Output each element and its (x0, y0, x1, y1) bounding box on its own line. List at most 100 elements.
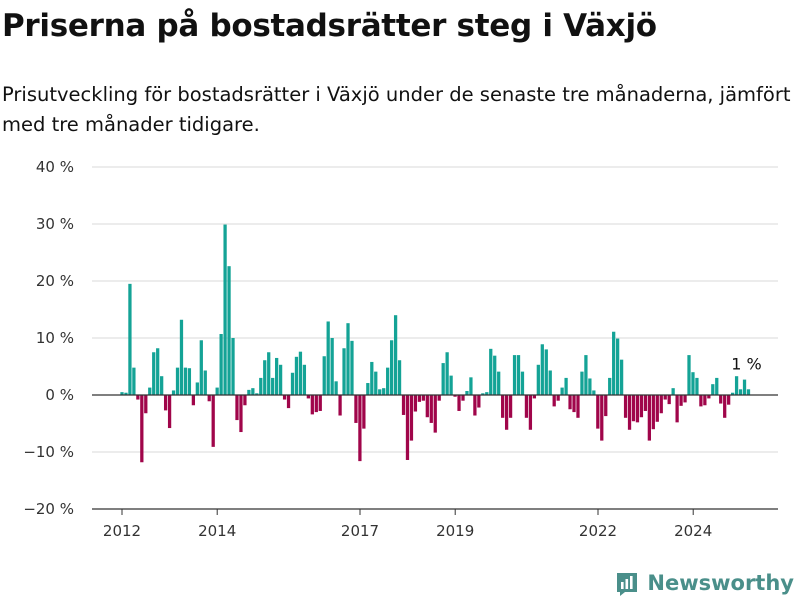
bar (600, 395, 604, 441)
y-axis-ticks: −20 % −10 % 0 % 10 % 20 % 30 % 40 % (23, 158, 74, 518)
last-value-label: 1 % (731, 354, 761, 373)
bar (734, 376, 739, 395)
bar (695, 377, 699, 395)
bar (338, 395, 342, 416)
bar (596, 395, 600, 429)
bar (711, 384, 715, 395)
bar (485, 392, 489, 395)
bar (378, 389, 382, 395)
bar (255, 393, 259, 395)
bar (417, 395, 422, 402)
bar (132, 367, 136, 395)
bar (441, 363, 445, 395)
bar (560, 387, 564, 395)
bar (314, 395, 318, 413)
bar (715, 377, 719, 395)
bar (608, 377, 612, 395)
bar (140, 395, 144, 463)
chart-title: Priserna på bostadsrätter steg i Växjö (2, 8, 657, 44)
bar (183, 367, 188, 395)
bar (211, 395, 215, 447)
bar (350, 340, 354, 395)
bar (429, 395, 433, 423)
bar (568, 395, 572, 410)
bar (699, 395, 703, 407)
y-tick-label: 40 % (36, 158, 74, 176)
bar (738, 389, 743, 395)
bar (199, 340, 203, 395)
bar (275, 357, 279, 395)
bar (635, 395, 640, 423)
bar (271, 377, 275, 395)
bar (703, 395, 707, 406)
bar (675, 395, 679, 423)
bar (572, 395, 576, 413)
bar (247, 389, 251, 395)
bar (612, 331, 616, 395)
bars (120, 224, 751, 463)
bar (639, 395, 644, 418)
bar (156, 348, 160, 395)
bar (207, 395, 211, 402)
bar (235, 395, 239, 421)
bar (687, 355, 691, 395)
bar (489, 348, 493, 395)
bar (504, 395, 509, 430)
y-tick-label: 0 % (45, 386, 74, 404)
bar (203, 370, 207, 395)
bar (405, 395, 410, 460)
bar (465, 391, 469, 395)
bar (263, 360, 267, 395)
bar (302, 364, 307, 395)
bar (469, 377, 473, 395)
bar (175, 367, 180, 395)
bar (746, 389, 751, 395)
bar (449, 375, 453, 395)
bar (584, 355, 588, 395)
bar (187, 368, 192, 395)
bar (528, 395, 533, 430)
bar (588, 378, 592, 395)
bar (362, 395, 366, 429)
y-tick-label: 10 % (36, 329, 74, 347)
bar (493, 355, 497, 395)
y-tick-label: 20 % (36, 272, 74, 290)
bar (326, 321, 330, 395)
bar (136, 395, 140, 400)
bar (227, 266, 231, 395)
bar (358, 395, 362, 462)
bar (223, 224, 227, 395)
y-tick-label: 30 % (36, 215, 74, 233)
bar (243, 395, 247, 406)
bar (401, 395, 406, 415)
x-tick-label: 2022 (579, 522, 617, 540)
bar (160, 376, 164, 395)
bar (282, 395, 287, 400)
bar (453, 395, 457, 397)
bar (691, 372, 695, 395)
bar (219, 334, 223, 395)
bar (477, 395, 481, 408)
bar (409, 395, 414, 441)
x-tick-label: 2024 (674, 522, 712, 540)
bar (564, 377, 568, 395)
bar (536, 364, 540, 395)
bar (148, 387, 152, 395)
x-tick-label: 2017 (341, 522, 379, 540)
bar (342, 348, 346, 395)
bar (647, 395, 651, 441)
bar (481, 393, 485, 395)
bar (124, 392, 128, 395)
bar (552, 395, 556, 407)
bar (512, 355, 517, 395)
bar (294, 356, 299, 395)
bar (473, 395, 477, 416)
bar (267, 352, 271, 395)
bar (298, 351, 303, 395)
bar (556, 395, 560, 401)
bar (144, 395, 148, 414)
bar (306, 395, 310, 399)
bar (366, 383, 370, 395)
bar (445, 352, 449, 395)
bar (386, 367, 390, 395)
